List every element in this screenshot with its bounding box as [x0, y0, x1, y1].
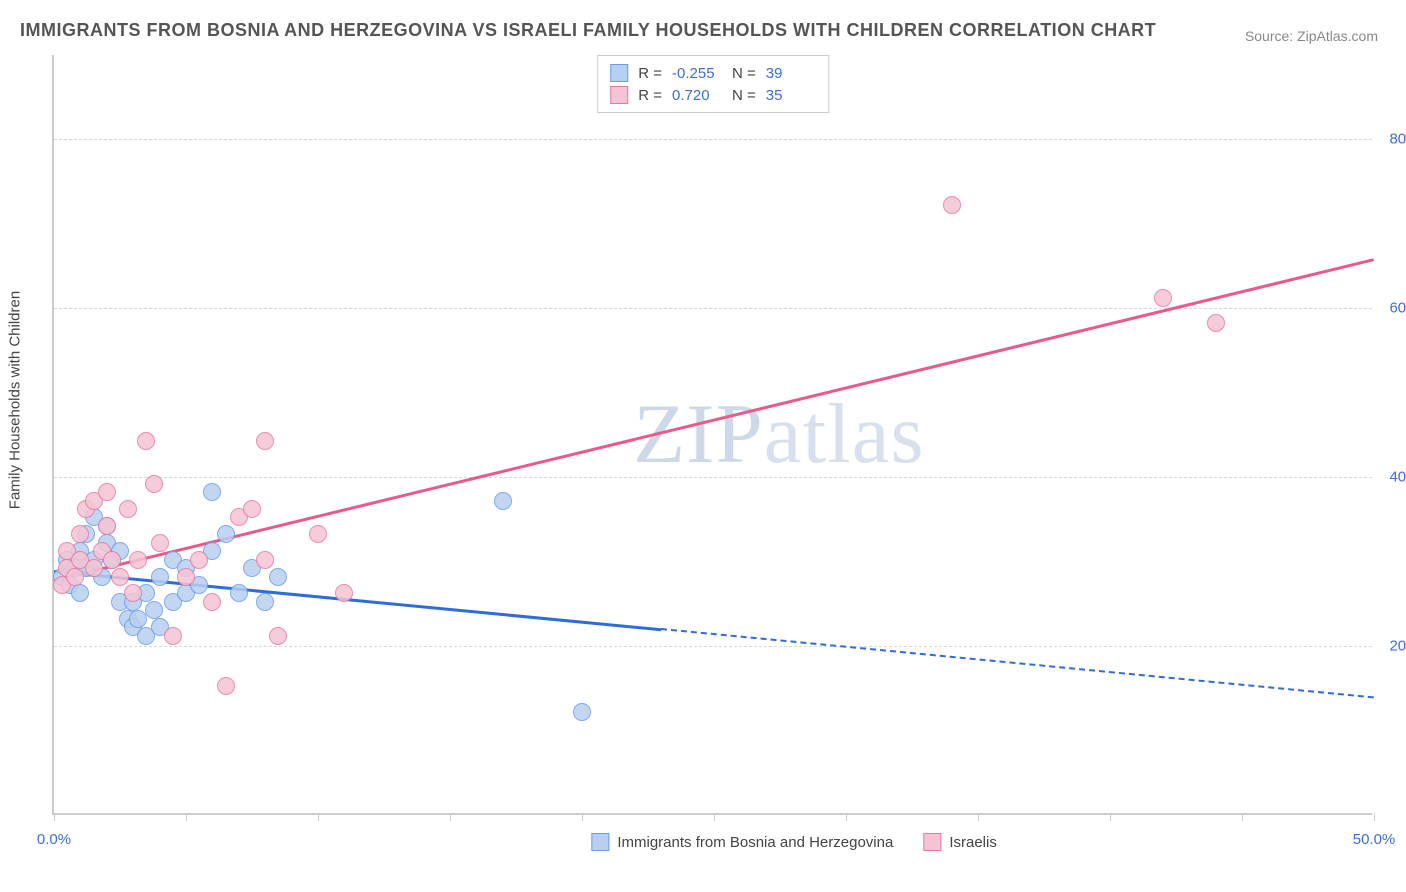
x-tick: [846, 813, 847, 821]
data-point: [71, 525, 89, 543]
x-tick: [978, 813, 979, 821]
data-point: [573, 703, 591, 721]
data-point: [103, 551, 121, 569]
data-point: [230, 584, 248, 602]
data-point: [269, 568, 287, 586]
x-tick: [186, 813, 187, 821]
series-legend: Immigrants from Bosnia and Herzegovina I…: [591, 833, 996, 851]
data-point: [217, 525, 235, 543]
gridline: [54, 139, 1372, 140]
x-tick: [1374, 813, 1375, 821]
chart-title: IMMIGRANTS FROM BOSNIA AND HERZEGOVINA V…: [20, 20, 1156, 41]
x-tick: [318, 813, 319, 821]
y-axis-label: Family Households with Children: [7, 291, 24, 509]
legend-item-bosnia: Immigrants from Bosnia and Herzegovina: [591, 833, 893, 851]
watermark: ZIPatlas: [633, 385, 924, 483]
legend-swatch-bosnia: [610, 64, 628, 82]
data-point: [119, 500, 137, 518]
y-tick-label: 60.0%: [1377, 300, 1406, 317]
x-tick-label: 0.0%: [37, 831, 71, 848]
data-point: [151, 534, 169, 552]
data-point: [203, 593, 221, 611]
data-point: [177, 568, 195, 586]
x-tick-label: 50.0%: [1353, 831, 1396, 848]
gridline: [54, 646, 1372, 647]
legend-swatch-israelis: [610, 86, 628, 104]
data-point: [66, 568, 84, 586]
data-point: [145, 475, 163, 493]
data-point: [256, 432, 274, 450]
data-point: [151, 568, 169, 586]
data-point: [98, 517, 116, 535]
legend-row-bosnia: R = -0.255 N = 39: [610, 62, 816, 84]
data-point: [111, 568, 129, 586]
x-tick: [1110, 813, 1111, 821]
x-tick: [54, 813, 55, 821]
legend-item-israelis: Israelis: [923, 833, 997, 851]
data-point: [1154, 289, 1172, 307]
data-point: [943, 196, 961, 214]
data-point: [85, 559, 103, 577]
data-point: [98, 483, 116, 501]
trend-line: [661, 628, 1374, 699]
x-tick: [450, 813, 451, 821]
x-tick: [582, 813, 583, 821]
x-tick: [714, 813, 715, 821]
y-tick-label: 20.0%: [1377, 638, 1406, 655]
data-point: [164, 627, 182, 645]
data-point: [256, 593, 274, 611]
x-tick: [1242, 813, 1243, 821]
data-point: [190, 551, 208, 569]
gridline: [54, 477, 1372, 478]
data-point: [335, 584, 353, 602]
correlation-legend: R = -0.255 N = 39 R = 0.720 N = 35: [597, 55, 829, 113]
data-point: [145, 601, 163, 619]
trend-line: [54, 258, 1375, 581]
legend-label: Immigrants from Bosnia and Herzegovina: [617, 834, 893, 851]
data-point: [124, 584, 142, 602]
legend-row-israelis: R = 0.720 N = 35: [610, 84, 816, 106]
data-point: [137, 432, 155, 450]
data-point: [203, 483, 221, 501]
y-tick-label: 40.0%: [1377, 469, 1406, 486]
scatter-plot: ZIPatlas R = -0.255 N = 39 R = 0.720 N =…: [52, 55, 1372, 815]
data-point: [309, 525, 327, 543]
data-point: [494, 492, 512, 510]
data-point: [243, 500, 261, 518]
data-point: [269, 627, 287, 645]
data-point: [1207, 314, 1225, 332]
legend-label: Israelis: [949, 834, 997, 851]
legend-swatch-icon: [923, 833, 941, 851]
source-label: Source: ZipAtlas.com: [1245, 28, 1378, 44]
data-point: [217, 677, 235, 695]
data-point: [129, 551, 147, 569]
data-point: [256, 551, 274, 569]
legend-swatch-icon: [591, 833, 609, 851]
y-tick-label: 80.0%: [1377, 131, 1406, 148]
data-point: [71, 584, 89, 602]
